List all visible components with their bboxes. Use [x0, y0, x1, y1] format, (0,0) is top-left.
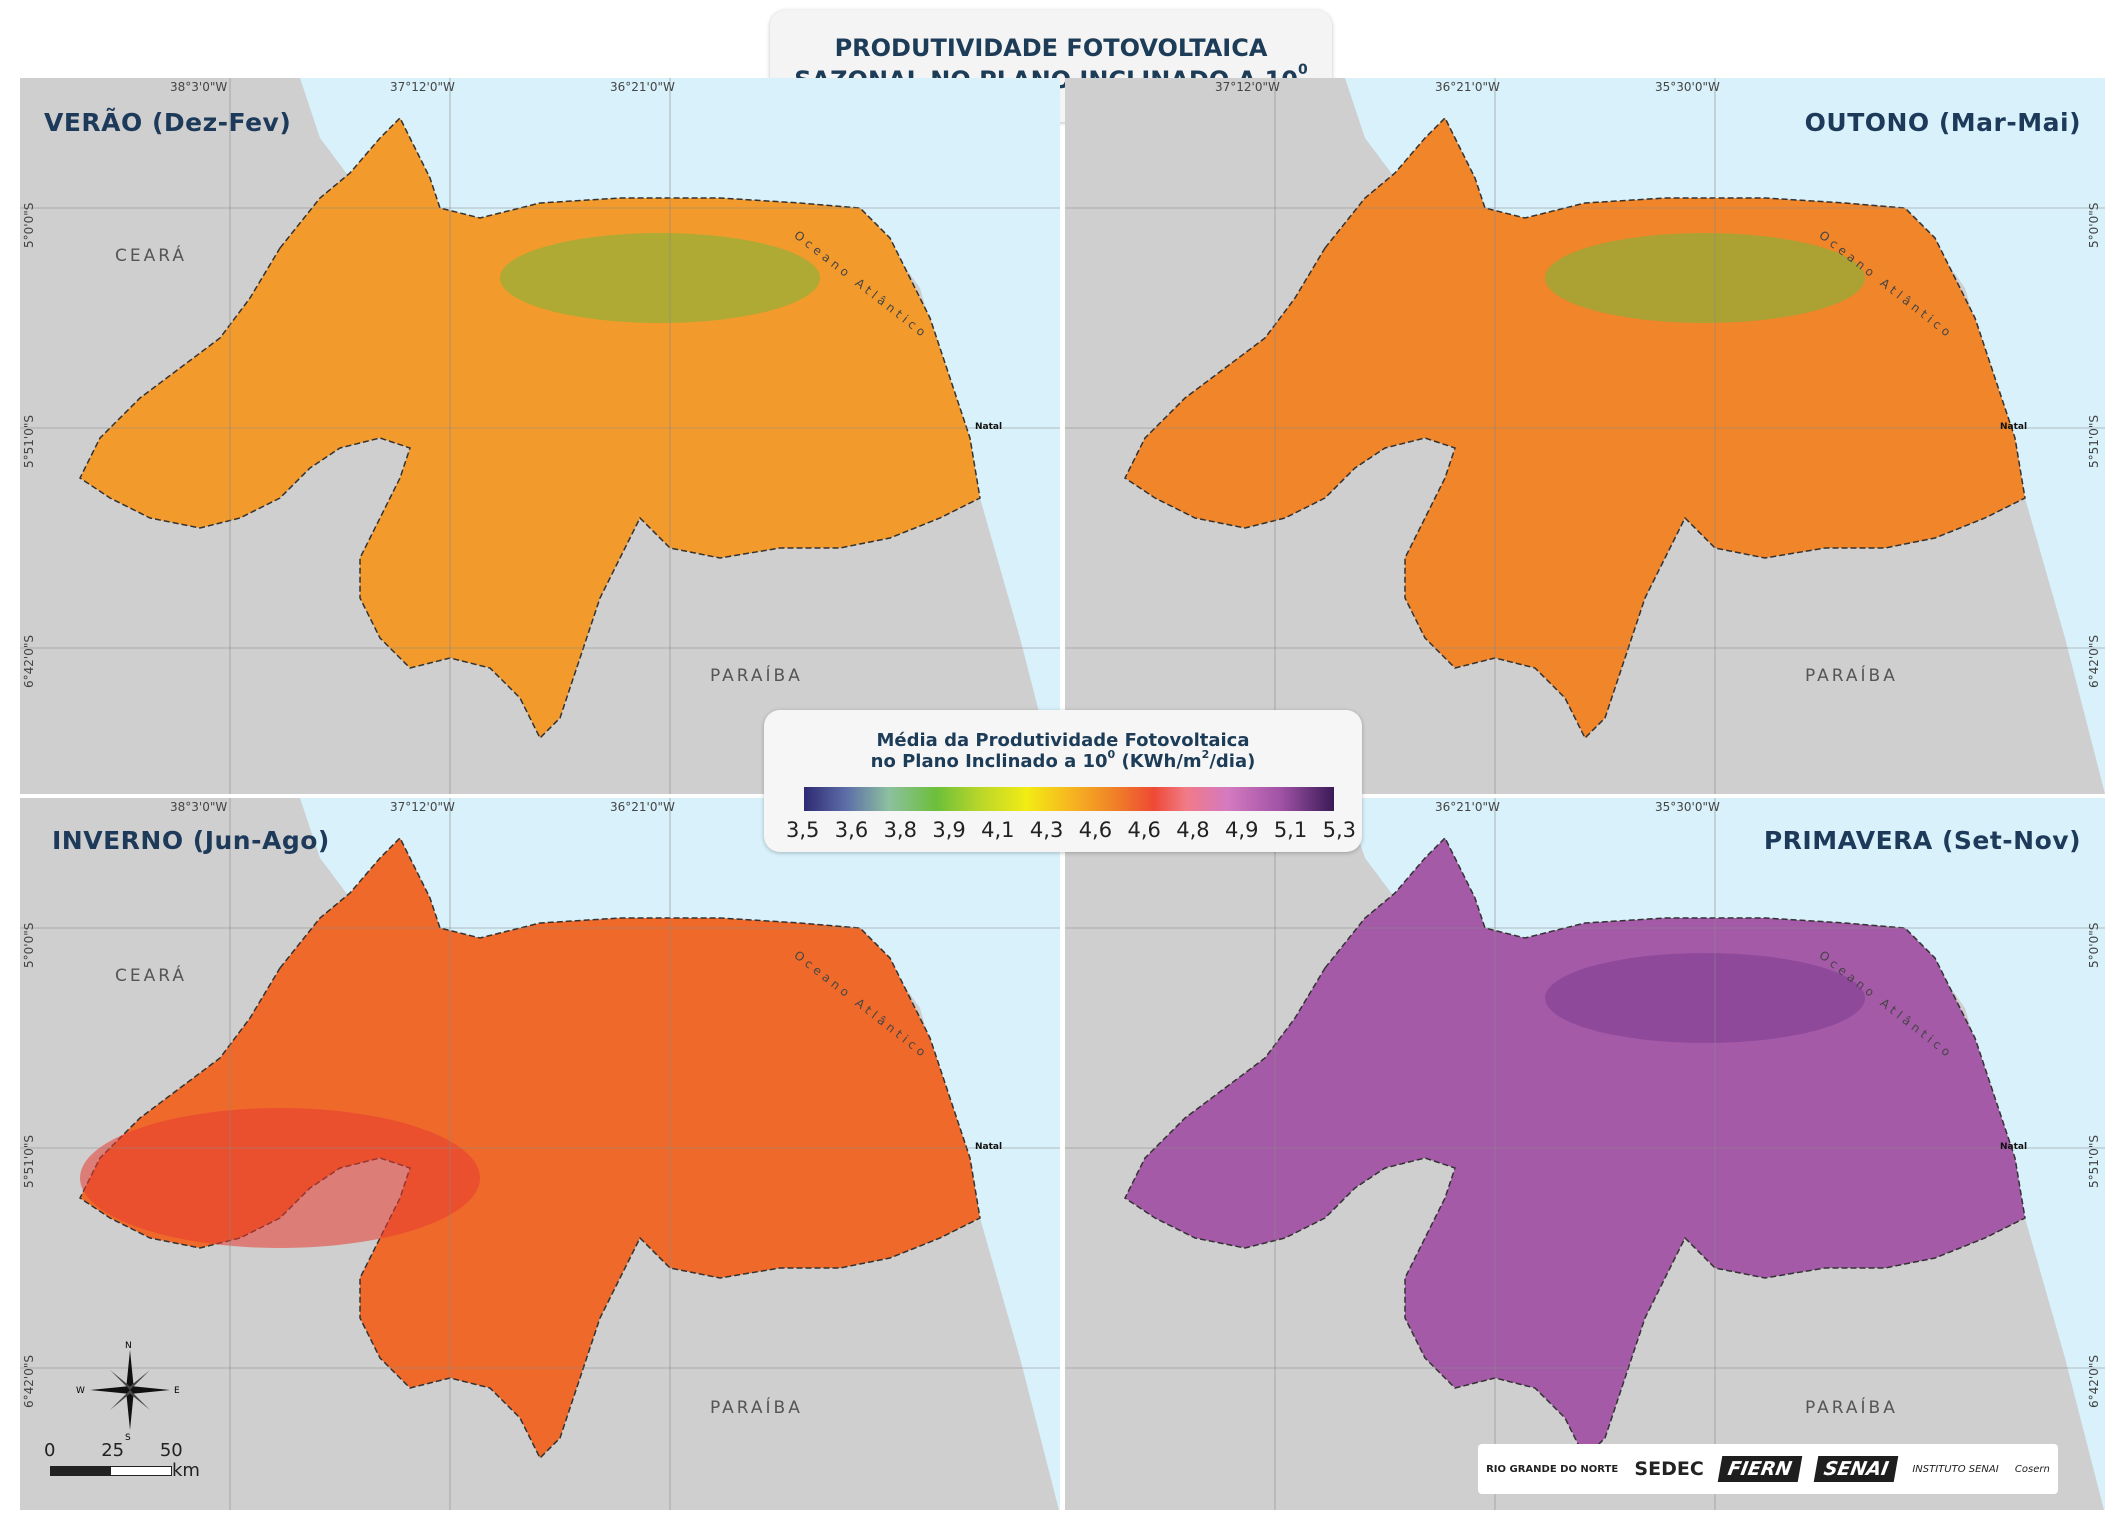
longitude-label: 36°21'0"W: [1435, 800, 1500, 814]
map-panel-primavera: PRIMAVERA (Set-Nov)37°12'0"W36°21'0"W35°…: [1065, 798, 2105, 1510]
sponsor-logos: RIO GRANDE DO NORTE SEDEC FIERN SENAI IN…: [1478, 1444, 2058, 1494]
city-label: Natal: [975, 422, 1003, 432]
latitude-label: 6°42'0"S: [2087, 1355, 2101, 1408]
logo-sedec: SEDEC: [1634, 1458, 1704, 1480]
latitude-label: 5°51'0"S: [22, 1135, 36, 1188]
longitude-label: 36°21'0"W: [610, 800, 675, 814]
latitude-label: 5°0'0"S: [22, 922, 36, 968]
legend-box: Média da Produtividade Fotovoltaica no P…: [764, 710, 1362, 852]
city-label: Natal: [2000, 422, 2028, 432]
longitude-label: 35°30'0"W: [1655, 80, 1720, 94]
scale-label-25: 25: [101, 1440, 125, 1461]
neighbor-state-label: PARAÍBA: [710, 666, 803, 686]
neighbor-state-label: PARAÍBA: [710, 1398, 803, 1418]
compass-e: E: [174, 1386, 180, 1396]
legend-tick-label: 5,3: [1322, 818, 1356, 842]
legend-tick-label: 3,6: [834, 818, 869, 842]
latitude-label: 5°51'0"S: [2087, 1135, 2101, 1188]
scale-label-0: 0: [44, 1440, 56, 1461]
scale-bar: [50, 1466, 172, 1476]
legend-tick-label: 5,1: [1273, 818, 1308, 842]
season-label: INVERNO (Jun-Ago): [52, 826, 330, 855]
season-label: VERÃO (Dez-Fev): [44, 108, 292, 137]
legend-ticks: 3,5 3,6 3,8 3,9 4,1 4,3 4,6 4,6 4,8 4,9 5,1 5,3: [786, 818, 1356, 842]
map-panel-inverno: INVERNO (Jun-Ago) 38°3'0"W 37°12'0"W 36°21'…: [20, 798, 1060, 1510]
legend-tick-label: 4,1: [981, 818, 1015, 842]
productivity-zone: [80, 1108, 480, 1248]
longitude-label: 37°12'0"W: [390, 80, 455, 94]
latitude-label: 6°42'0"S: [22, 1355, 36, 1408]
map-panel-verao: VERÃO (Dez-Fev) 38°3'0"W 37°12'0"W 36°21'0"…: [20, 78, 1060, 794]
logo-fiern: FIERN: [1717, 1456, 1802, 1482]
productivity-zone: [500, 233, 820, 323]
map-title-line1: PRODUTIVIDADE FOTOVOLTAICA: [834, 34, 1268, 62]
legend-tick-label: 4,9: [1225, 818, 1259, 842]
longitude-label: 38°3'0"W: [170, 800, 228, 814]
scale-labels: 0 25 50 km: [44, 1440, 200, 1481]
logo-senai: SENAI: [1813, 1456, 1899, 1482]
productivity-zone: [1545, 233, 1865, 323]
legend-tick-label: 4,8: [1176, 818, 1210, 842]
compass-s: S: [125, 1433, 131, 1440]
scale-label-50: 50: [159, 1440, 183, 1461]
latitude-label: 6°42'0"S: [2087, 635, 2101, 688]
latitude-label: 6°42'0"S: [22, 635, 36, 688]
neighbor-state-label: PARAÍBA: [1805, 666, 1898, 686]
logo-instituto-senai: INSTITUTO SENAI: [1912, 1463, 1999, 1475]
logo-cosern: Cosern: [2014, 1463, 2050, 1475]
legend-tick-label: 4,3: [1029, 818, 1064, 842]
longitude-label: 35°30'0"W: [1655, 800, 1720, 814]
legend-tick-label: 4,6: [1127, 818, 1161, 842]
neighbor-state-label: CEARÁ: [115, 966, 187, 986]
latitude-label: 5°51'0"S: [2087, 415, 2101, 468]
longitude-label: 37°12'0"W: [390, 800, 455, 814]
scale-unit: km: [172, 1460, 200, 1481]
latitude-label: 5°51'0"S: [22, 415, 36, 468]
longitude-label: 38°3'0"W: [170, 80, 228, 94]
longitude-label: 36°21'0"W: [610, 80, 675, 94]
legend-title-line1: Média da Produtividade Fotovoltaica: [876, 730, 1250, 751]
legend-title-line2: no Plano Inclinado a 100 (KWh/m2/dia): [870, 748, 1256, 772]
legend-tick-label: 3,9: [932, 818, 966, 842]
productivity-zone: [1545, 953, 1865, 1043]
latitude-label: 5°0'0"S: [2087, 202, 2101, 248]
city-label: Natal: [975, 1142, 1003, 1152]
latitude-label: 5°0'0"S: [2087, 922, 2101, 968]
legend-tick-label: 3,8: [883, 818, 917, 842]
legend-tick-label: 4,6: [1078, 818, 1113, 842]
logo-rn: RIO GRANDE DO NORTE: [1486, 1463, 1619, 1475]
city-label: Natal: [2000, 1142, 2028, 1152]
season-label: PRIMAVERA (Set-Nov): [1763, 826, 2081, 855]
neighbor-state-label: PARAÍBA: [1805, 1398, 1898, 1418]
legend-color-ramp: [804, 787, 1334, 811]
latitude-label: 5°0'0"S: [22, 202, 36, 248]
longitude-label: 36°21'0"W: [1435, 80, 1500, 94]
neighbor-state-label: CEARÁ: [115, 246, 187, 266]
compass-w: W: [76, 1386, 85, 1396]
legend-tick-label: 3,5: [786, 818, 820, 842]
longitude-label: 37°12'0"W: [1215, 80, 1280, 94]
compass-rose-icon: N S E W: [76, 1341, 180, 1440]
season-label: OUTONO (Mar-Mai): [1804, 108, 2081, 137]
compass-n: N: [125, 1341, 132, 1351]
map-panel-outono: OUTONO (Mar-Mai) 37°12'0"W 36°21'0"W 35°30'…: [1065, 78, 2105, 794]
